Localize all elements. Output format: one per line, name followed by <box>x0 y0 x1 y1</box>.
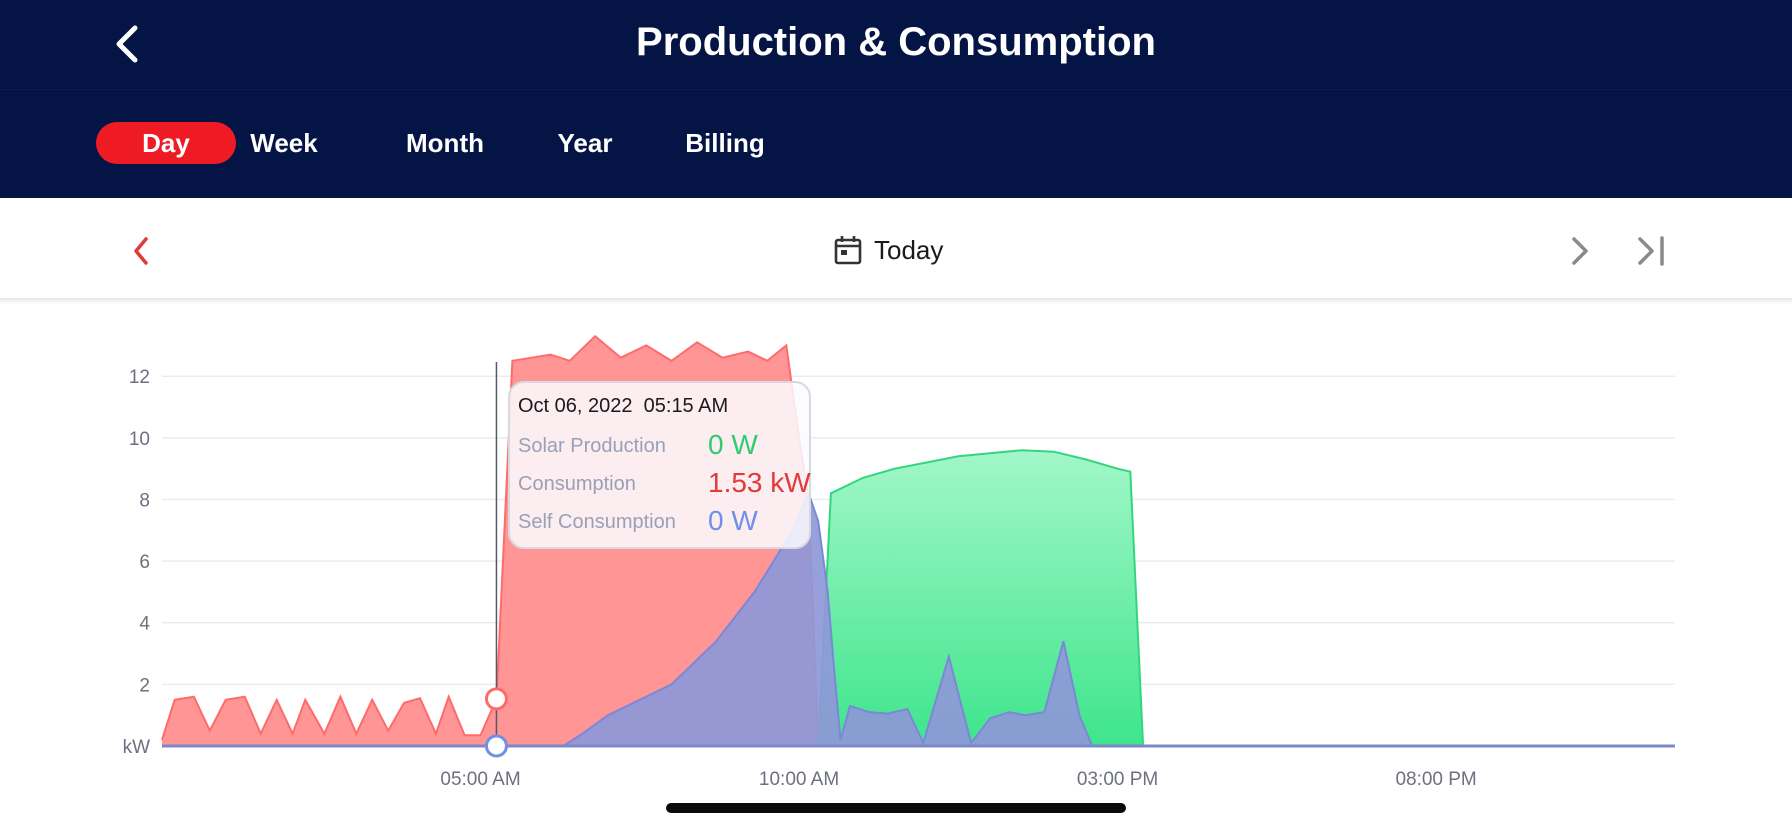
tooltip-row-solar-production: Solar Production 0 W <box>518 429 808 463</box>
jump-to-latest-button[interactable] <box>1634 234 1670 268</box>
previous-day-button[interactable] <box>126 234 158 268</box>
self-consumption-line <box>162 490 1675 747</box>
y-tick-label: 4 <box>139 614 150 635</box>
tooltip-label: Self Consumption <box>518 511 676 533</box>
tab-month[interactable]: Month <box>406 128 484 158</box>
tooltip-value: 0 W <box>708 505 758 536</box>
date-label: Today <box>874 234 944 265</box>
app-header: Production & Consumption Day Week Month … <box>0 0 1792 198</box>
date-navigation-bar <box>0 198 1792 298</box>
chart-tooltip: Oct 06, 2022 05:15 AM Solar Production 0… <box>508 381 811 549</box>
chevron-left-icon <box>116 25 138 63</box>
header-divider <box>0 89 1792 90</box>
calendar-icon <box>834 236 862 265</box>
tooltip-value: 0 W <box>708 429 758 460</box>
back-button[interactable] <box>104 22 152 70</box>
consumption-line <box>161 334 1675 747</box>
y-tick-label: 8 <box>139 490 150 511</box>
date-bar-divider <box>0 298 1792 304</box>
next-day-button[interactable] <box>1564 234 1596 268</box>
self-consumption-marker <box>484 734 508 758</box>
tab-week[interactable]: Week <box>250 128 318 158</box>
x-tick-label: 08:00 PM <box>1395 769 1476 790</box>
tab-day[interactable]: Day <box>96 122 236 164</box>
solar-production-line <box>162 449 1675 747</box>
chevron-left-icon <box>134 237 148 265</box>
tooltip-row-consumption: Consumption 1.53 kW <box>518 467 811 501</box>
production-consumption-chart[interactable]: 2 4 6 8 10 12 kW 05:00 AM 10:00 AM 03:00 PM 08:00 … <box>0 330 1792 800</box>
y-axis-unit-label: kW <box>123 737 151 758</box>
date-picker[interactable]: Today <box>834 232 943 268</box>
tab-billing[interactable]: Billing <box>685 128 765 158</box>
tooltip-row-self-consumption: Self Consumption 0 W <box>518 505 808 539</box>
tooltip-label: Consumption <box>518 473 636 495</box>
consumption-marker <box>484 687 508 711</box>
skip-to-end-icon <box>1638 236 1664 266</box>
x-tick-label: 03:00 PM <box>1077 769 1158 790</box>
home-indicator <box>666 803 1126 813</box>
y-tick-label: 10 <box>129 429 150 450</box>
solar-production-area <box>162 450 1675 746</box>
x-tick-label: 05:00 AM <box>440 769 520 790</box>
y-tick-label: 6 <box>139 552 150 573</box>
tooltip-datetime: Oct 06, 2022 05:15 AM <box>518 395 729 417</box>
tooltip-value: 1.53 kW <box>708 467 811 498</box>
tooltip-label: Solar Production <box>518 435 666 457</box>
y-tick-label: 2 <box>139 675 150 696</box>
chevron-right-icon <box>1572 237 1588 265</box>
x-tick-label: 10:00 AM <box>759 769 839 790</box>
y-tick-label: 12 <box>129 367 150 388</box>
tab-year[interactable]: Year <box>557 128 613 158</box>
page-title: Production & Consumption <box>636 20 1156 64</box>
